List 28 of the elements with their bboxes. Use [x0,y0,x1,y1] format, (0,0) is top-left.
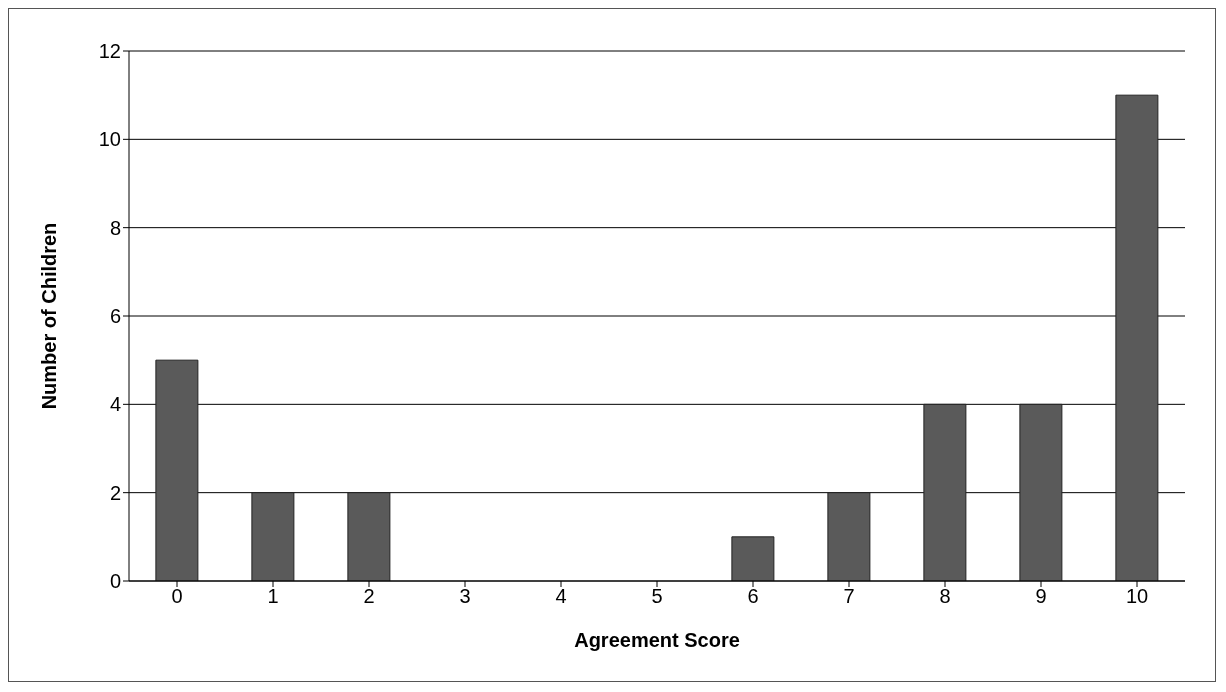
x-tick-label: 9 [1035,585,1047,608]
bar [923,403,967,581]
x-tick-label: 4 [555,585,567,608]
y-tick-label: 10 [98,128,121,151]
x-tick-label: 6 [747,585,759,608]
y-axis-title: Number of Children [38,222,61,410]
y-tick-label: 6 [109,305,121,328]
y-tick-label: 2 [109,481,121,504]
bar [827,492,871,581]
x-tick-label: 3 [459,585,471,608]
bar [1019,403,1063,581]
bar [1115,94,1159,581]
x-tick-label: 10 [1125,585,1149,608]
x-tick-label: 8 [939,585,951,608]
bar [251,492,295,581]
x-tick-label: 5 [651,585,663,608]
x-axis-title: Agreement Score [574,629,740,651]
x-tick-label: 7 [843,585,855,608]
bar [347,492,391,581]
bar [155,359,199,581]
bar [731,536,775,581]
y-tick-label: 12 [98,40,121,63]
y-tick-label: 8 [109,216,121,239]
y-tick-label: 0 [109,570,121,593]
x-tick-label: 1 [267,585,279,608]
x-tick-label: 2 [363,585,375,608]
x-tick-label: 0 [171,585,183,608]
y-tick-label: 4 [109,393,121,416]
